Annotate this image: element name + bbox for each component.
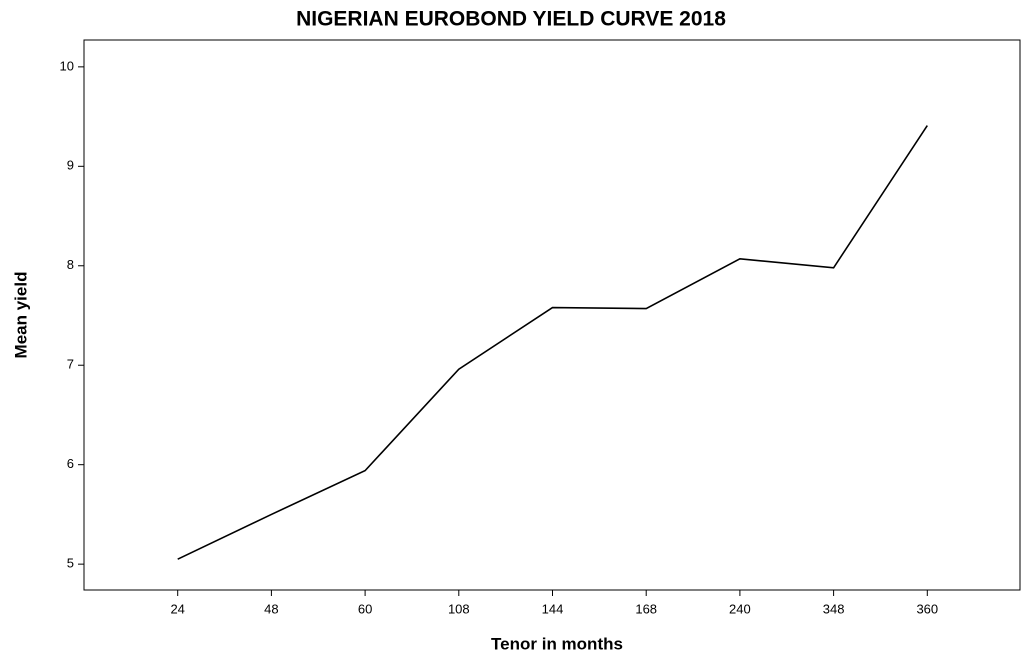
y-tick-label: 6: [67, 456, 74, 471]
x-tick-label: 348: [823, 601, 845, 616]
plot-frame: [83, 39, 1021, 591]
y-tick-label: 8: [67, 257, 74, 272]
y-axis-label: Mean yield: [11, 272, 30, 359]
x-tick-label: 240: [729, 601, 751, 616]
x-axis-label: Tenor in months: [491, 634, 623, 653]
x-tick-label: 144: [542, 601, 564, 616]
x-tick-label: 60: [358, 601, 372, 616]
x-tick-label: 24: [170, 601, 184, 616]
y-tick-label: 5: [67, 556, 74, 571]
x-tick-label: 48: [264, 601, 278, 616]
chart-title: NIGERIAN EUROBOND YIELD CURVE 2018: [296, 8, 726, 31]
x-tick-label: 108: [448, 601, 470, 616]
y-tick-label: 10: [60, 58, 74, 73]
y-tick-label: 7: [67, 357, 74, 372]
y-tick-label: 9: [67, 158, 74, 173]
x-tick-label: 360: [916, 601, 938, 616]
line-series: [177, 125, 928, 560]
x-tick-label: 168: [635, 601, 657, 616]
